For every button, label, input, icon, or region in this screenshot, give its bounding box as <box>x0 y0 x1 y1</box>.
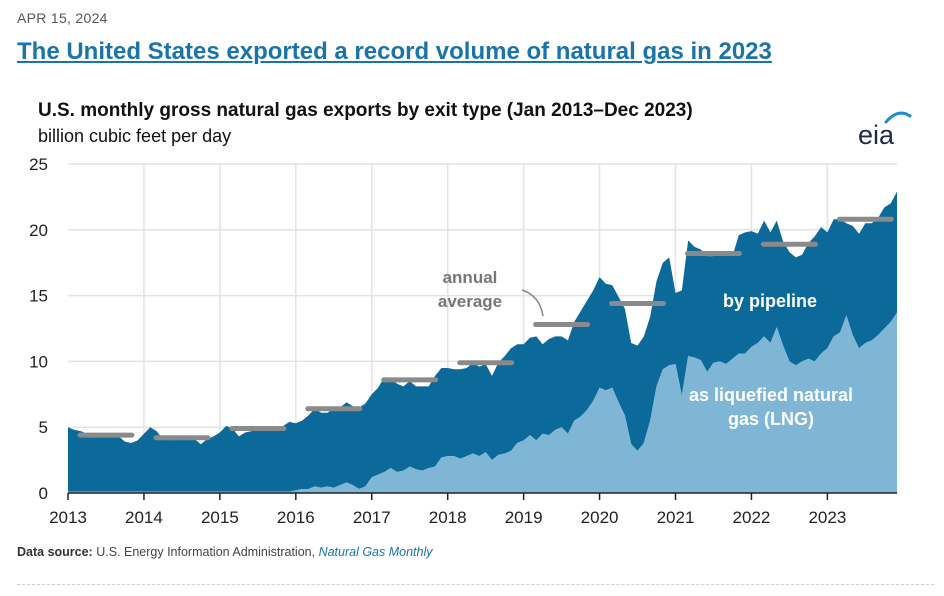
series-area-lng <box>68 312 897 493</box>
eia-logo: eia <box>858 106 918 156</box>
article-headline-link[interactable]: The United States exported a record volu… <box>17 38 772 65</box>
chart-title: U.S. monthly gross natural gas exports b… <box>38 100 693 121</box>
x-tick-label-2019: 2019 <box>505 508 543 527</box>
x-tick-label-2017: 2017 <box>353 508 391 527</box>
x-tick-label-2015: 2015 <box>201 508 239 527</box>
y-tick-label-20: 20 <box>29 221 48 240</box>
x-tick-label-2014: 2014 <box>125 508 163 527</box>
x-tick-label-2016: 2016 <box>277 508 315 527</box>
y-tick-label-15: 15 <box>29 287 48 306</box>
x-tick-label-2022: 2022 <box>733 508 771 527</box>
x-tick-label-2021: 2021 <box>657 508 695 527</box>
eia-logo-text: eia <box>858 120 895 150</box>
x-tick-label-2023: 2023 <box>808 508 846 527</box>
exports-area-chart: 0 5 10 15 20 25 2013 2014 2015 2016 2017 2018 2019 20… <box>29 155 897 527</box>
x-tick-label-2020: 2020 <box>581 508 619 527</box>
x-tick-label-2018: 2018 <box>429 508 467 527</box>
y-tick-label-10: 10 <box>29 352 48 371</box>
annotation-annual-average-line-2: average <box>438 292 502 311</box>
series-label-pipeline: by pipeline <box>723 291 817 311</box>
data-source-note: Data source: U.S. Energy Information Adm… <box>17 545 433 559</box>
article-date: APR 15, 2024 <box>17 10 108 26</box>
series-area-pipeline <box>68 191 897 492</box>
y-tick-label-25: 25 <box>29 155 48 174</box>
x-tick-label-2013: 2013 <box>49 508 87 527</box>
annotation-annual-average-line-1: annual <box>443 268 498 287</box>
chart-y-units: billion cubic feet per day <box>38 126 232 146</box>
y-tick-label-0: 0 <box>39 484 48 503</box>
data-source-label: Data source: <box>17 545 93 559</box>
eia-logo-swoosh-icon <box>884 111 912 124</box>
series-label-lng-line-1: as liquefied natural <box>689 385 853 405</box>
data-source-link[interactable]: Natural Gas Monthly <box>318 545 433 559</box>
annotation-leader-line <box>521 289 544 317</box>
series-label-lng-line-2: gas (LNG) <box>728 409 814 429</box>
footer-divider <box>17 584 934 585</box>
y-tick-label-5: 5 <box>39 418 48 437</box>
data-source-text: U.S. Energy Information Administration, <box>96 545 316 559</box>
